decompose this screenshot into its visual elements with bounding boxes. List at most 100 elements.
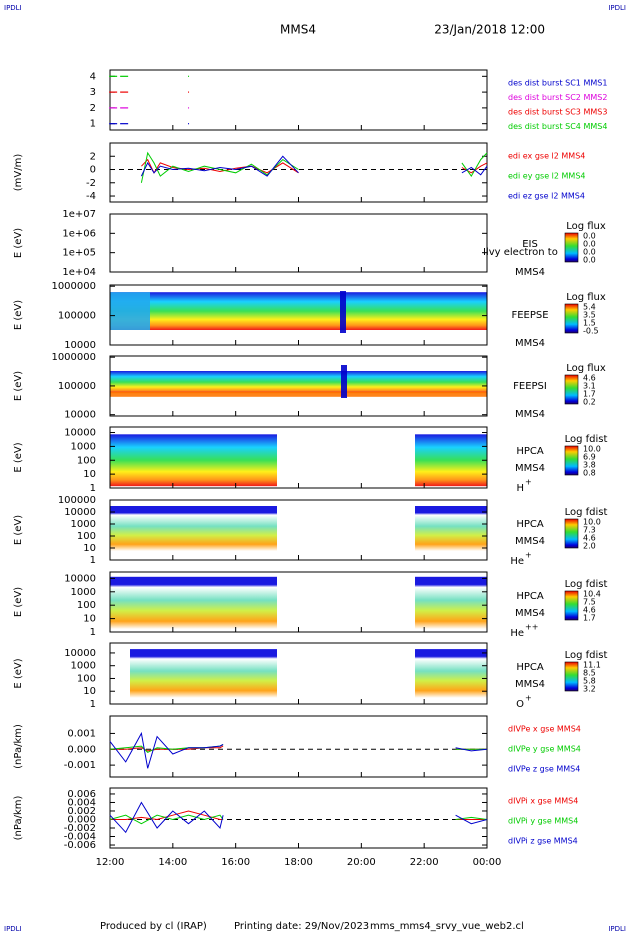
- y-tick-label: 100: [77, 531, 96, 542]
- legend-entry: dIVPe z gse MMS4: [508, 765, 580, 774]
- y-tick-label: 100000: [58, 381, 96, 392]
- instrument-label: EIS: [522, 239, 538, 250]
- colorbar-tick-label: 0.8: [583, 469, 596, 478]
- colorbar-tick-label: 11.1: [583, 661, 601, 670]
- series-line: [110, 810, 487, 821]
- corner-label: IPDLI: [608, 925, 626, 933]
- x-tick-label: 16:00: [221, 857, 250, 868]
- colorbar-tick-label: 0.0: [583, 248, 596, 257]
- legend-entry: edi ex gse l2 MMS4: [508, 152, 585, 161]
- colorbar-tick-label: 7.5: [583, 598, 596, 607]
- y-tick-label: 0.002: [67, 806, 96, 817]
- spectrogram-fill: [110, 292, 487, 330]
- spectrogram-fill: [130, 649, 277, 698]
- y-tick-label: 0.000: [67, 744, 96, 755]
- legend-entry: dIVPi y gse MMS4: [508, 817, 578, 826]
- y-tick-label: 2: [90, 151, 96, 162]
- y-axis-label: E (eV): [13, 300, 24, 330]
- colorbar-tick-label: 2.0: [583, 542, 596, 551]
- instrument-label: HPCA: [516, 591, 544, 602]
- corner-label: IPDLI: [608, 4, 626, 12]
- x-tick-label: 14:00: [158, 857, 187, 868]
- species: H: [516, 483, 524, 494]
- y-tick-label: 10000: [64, 428, 96, 439]
- instrument-label: MMS4: [515, 409, 545, 420]
- corner-label: IPDLI: [4, 925, 22, 933]
- note: Ilvy electron to: [483, 247, 558, 258]
- colorbar-tick-label: 1.7: [583, 614, 596, 623]
- legend-entry: des dist burst SC2 MMS2: [508, 93, 607, 102]
- y-tick-label: 1000000: [51, 352, 96, 363]
- y-tick-label: -0.006: [64, 840, 96, 851]
- species: O: [516, 699, 524, 710]
- footer-date: Printing date: 29/Nov/2023: [234, 921, 369, 932]
- spectrogram-fill: [110, 506, 277, 551]
- instrument-label: HPCA: [516, 519, 544, 530]
- colorbar-tick-label: 5.8: [583, 677, 596, 686]
- colorbar-tick-label: 10.0: [583, 518, 601, 527]
- colorbar-tick-label: 0.0: [583, 232, 596, 241]
- y-axis-label: (nPa/km): [13, 796, 24, 841]
- colorbar-title: Log fdist: [565, 434, 608, 445]
- spectrogram-fill: [110, 392, 487, 397]
- colorbar-tick-label: 6.9: [583, 453, 596, 462]
- instrument-label: HPCA: [516, 446, 544, 457]
- y-tick-label: 1: [90, 699, 96, 710]
- y-tick-label: 1000: [71, 441, 96, 452]
- instrument-label: MMS4: [515, 267, 545, 278]
- spectrogram-fill: [110, 576, 277, 629]
- colorbar-title: Log flux: [566, 221, 606, 232]
- series-line: [109, 744, 487, 754]
- y-tick-label: 0.006: [67, 789, 96, 800]
- colorbar-tick-label: 8.5: [583, 669, 596, 678]
- instrument-label: MMS4: [515, 536, 545, 547]
- y-tick-label: 100: [77, 600, 96, 611]
- series-line: [140, 155, 488, 177]
- y-tick-label: 4: [90, 71, 96, 82]
- series-line: [109, 814, 488, 825]
- y-tick-label: 0: [90, 165, 96, 176]
- colorbar: [564, 374, 579, 405]
- x-tick-label: 18:00: [284, 857, 313, 868]
- species-charge: +: [525, 694, 532, 703]
- corner-label: IPDLI: [4, 4, 22, 12]
- y-axis-label: E (eV): [13, 587, 24, 617]
- y-axis-label: E (eV): [13, 515, 24, 545]
- y-tick-label: 10000: [64, 573, 96, 584]
- spectrogram-fill: [110, 292, 150, 330]
- series-line: [141, 158, 488, 174]
- spectrogram-fill: [341, 365, 347, 398]
- colorbar: [564, 518, 579, 549]
- legend-entry: dIVPe x gse MMS4: [508, 725, 581, 734]
- y-tick-label: 100: [77, 455, 96, 466]
- legend-entry: edi ey gse l2 MMS4: [508, 172, 586, 181]
- y-tick-label: 0.004: [67, 797, 96, 808]
- colorbar-title: Log fdist: [565, 650, 608, 661]
- colorbar-tick-label: 4.6: [583, 606, 596, 615]
- y-tick-label: 10000: [64, 410, 96, 421]
- series-line: [109, 731, 488, 769]
- colorbar-tick-label: 5.4: [583, 303, 596, 312]
- panel-frame: [109, 213, 488, 273]
- legend-entry: des dist burst SC4 MMS4: [508, 122, 607, 131]
- instrument-label: MMS4: [515, 463, 545, 474]
- y-tick-label: 1: [90, 119, 96, 130]
- species: He: [510, 556, 524, 567]
- spectrogram-fill: [415, 576, 487, 629]
- y-tick-label: 1000: [71, 587, 96, 598]
- instrument-label: MMS4: [515, 338, 545, 349]
- species-charge: +: [525, 478, 532, 487]
- legend-entry: des dist burst SC3 MMS3: [508, 108, 607, 117]
- y-axis-label: E (eV): [13, 442, 24, 472]
- colorbar-tick-label: 3.5: [583, 311, 596, 320]
- spectrogram-fill: [415, 506, 487, 551]
- colorbar: [564, 232, 579, 263]
- colorbar: [564, 661, 579, 692]
- y-tick-label: -0.002: [64, 823, 96, 834]
- y-tick-label: -0.004: [64, 832, 96, 843]
- colorbar-tick-label: 3.2: [583, 685, 596, 694]
- spectrogram-imagery: [110, 291, 487, 698]
- y-tick-label: 1: [90, 483, 96, 494]
- colorbar-tick-label: 10.0: [583, 445, 601, 454]
- legend-entry: dIVPi x gse MMS4: [508, 797, 578, 806]
